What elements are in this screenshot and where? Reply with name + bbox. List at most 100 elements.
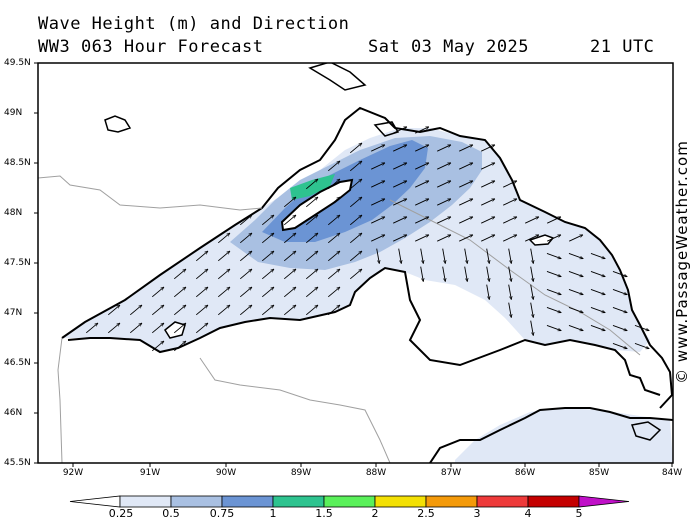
axis-ticks <box>34 62 673 467</box>
wave-arrow <box>503 199 517 206</box>
wave-arrow <box>546 271 561 276</box>
wave-arrow <box>437 235 451 242</box>
wave-arrow <box>371 163 385 170</box>
wave-arrow <box>217 269 229 280</box>
wave-arrow <box>239 251 251 262</box>
wave-arrow <box>195 251 207 262</box>
colorbar-segment <box>170 495 223 508</box>
wave-arrow <box>85 323 97 334</box>
wave-arrow <box>481 181 495 188</box>
lat-label: 47.5N <box>4 258 31 268</box>
colorbar-segment <box>425 495 478 508</box>
wave-arrow <box>415 145 429 152</box>
wave-arrow <box>503 235 517 242</box>
wave-arrow <box>590 307 605 312</box>
wave-arrow <box>107 323 119 334</box>
wave-arrow <box>415 181 429 188</box>
wave-arrow <box>590 253 605 258</box>
lake-michigan-coastline <box>429 407 673 463</box>
wave-arrow <box>261 287 273 298</box>
wave-arrow <box>305 215 317 226</box>
wave-arrow <box>569 235 583 242</box>
wave-arrow <box>217 305 229 316</box>
wave-arrow <box>283 287 295 298</box>
wave-arrow <box>568 271 583 276</box>
colorbar-segment <box>221 495 274 508</box>
wave-arrow <box>327 197 339 208</box>
wave-arrow <box>261 269 273 280</box>
wave-arrow <box>173 287 185 298</box>
colorbar-label: 1.5 <box>315 507 333 520</box>
wave-arrow <box>305 251 317 262</box>
colorbar-min-triangle <box>69 495 121 508</box>
wave-arrow <box>283 197 295 208</box>
wave-arrow <box>508 266 512 282</box>
colorbar-label: 1 <box>269 507 277 520</box>
wave-arrow <box>327 233 339 244</box>
lon-label: 86W <box>514 468 536 478</box>
wave-arrow <box>530 284 534 300</box>
wave-arrow <box>525 217 539 224</box>
wave-arrow <box>371 199 385 206</box>
wave-arrow <box>420 266 424 282</box>
wave-arrow <box>217 233 229 244</box>
wave-arrow <box>459 235 473 242</box>
lat-label: 46.5N <box>4 358 31 368</box>
wave-arrow <box>459 181 473 188</box>
wave-arrow <box>261 305 273 316</box>
wave-arrow <box>349 269 361 280</box>
lat-label: 46N <box>4 408 23 418</box>
wave-arrow <box>239 215 251 226</box>
wave-arrow <box>530 320 534 336</box>
wave-arrow <box>129 305 141 316</box>
wave-arrow <box>261 251 273 262</box>
wave-arrow <box>459 163 473 170</box>
lake-superior-coastline <box>61 106 673 409</box>
wave-arrow <box>283 305 295 316</box>
wave-arrow <box>393 145 407 152</box>
wave-arrow <box>327 161 339 172</box>
lon-label: 91W <box>139 468 161 478</box>
wave-arrow <box>420 248 424 264</box>
wave-arrow <box>442 266 446 282</box>
wave-arrow <box>508 248 512 264</box>
wave-arrow <box>415 199 429 206</box>
lon-label: 89W <box>290 468 312 478</box>
wave-arrow <box>486 284 490 300</box>
wave-height-colorbar <box>69 495 630 508</box>
wave-arrow <box>437 181 451 188</box>
wave-arrow <box>261 233 273 244</box>
lat-label: 48.5N <box>4 158 31 168</box>
lon-label: 88W <box>365 468 387 478</box>
wave-arrow <box>503 181 517 188</box>
wave-arrow <box>442 248 446 264</box>
wave-arrow <box>481 235 495 242</box>
south-shore-coastline <box>67 266 661 396</box>
forecast-time: 21 UTC <box>590 37 655 57</box>
wave-arrow <box>393 181 407 188</box>
wave-arrow <box>437 163 451 170</box>
wave-arrow <box>508 284 512 300</box>
wave-arrow <box>195 287 207 298</box>
wave-arrow <box>305 269 317 280</box>
wave-arrow <box>371 235 385 242</box>
wave-arrow <box>195 323 207 334</box>
wave-arrow <box>305 233 317 244</box>
wave-arrow <box>151 323 163 334</box>
wave-arrow <box>393 235 407 242</box>
wave-arrow <box>173 341 185 352</box>
isle-royale <box>280 178 354 232</box>
lat-label: 49.5N <box>4 58 31 68</box>
wave-arrow <box>349 251 361 262</box>
wave-arrow <box>327 179 339 190</box>
wave-arrow <box>547 217 561 224</box>
wave-arrow <box>349 143 361 154</box>
colorbar-label: 0.75 <box>209 507 235 520</box>
wave-arrow <box>481 145 495 152</box>
lon-label: 84W <box>661 468 683 478</box>
forecast-model: WW3 063 Hour Forecast <box>38 37 264 57</box>
wave-arrow <box>415 163 429 170</box>
wave-arrow <box>612 289 627 294</box>
wave-arrow <box>195 269 207 280</box>
